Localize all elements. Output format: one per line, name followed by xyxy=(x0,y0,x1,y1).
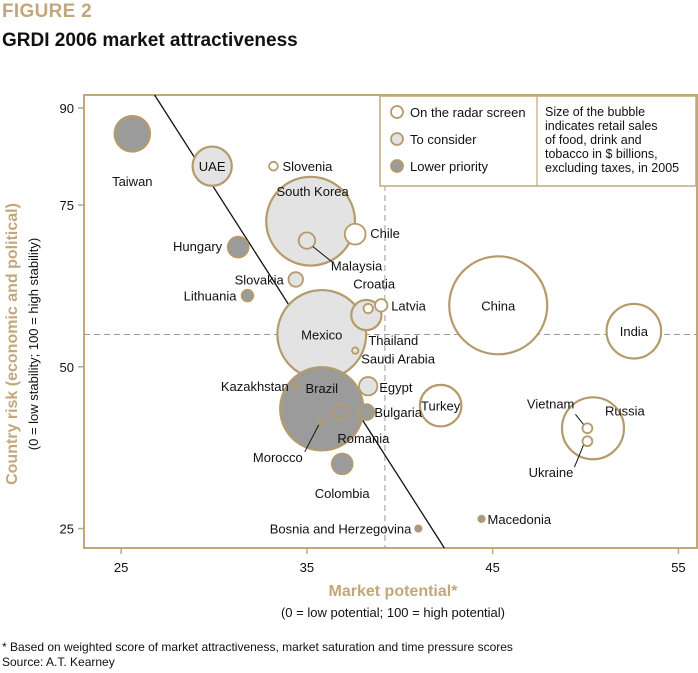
bubble-labels: Taiwan UAE Slovenia South Korea Chile Hungary… xyxy=(112,159,649,536)
bubble-colombia xyxy=(330,452,354,476)
bubble-hungary xyxy=(226,235,250,259)
x-tick-label-25: 25 xyxy=(114,560,128,575)
plot-frame xyxy=(83,94,698,549)
leader-malaysia xyxy=(312,246,334,263)
label-mexico: Mexico xyxy=(301,327,342,342)
legend-label-consider: To consider xyxy=(410,132,477,147)
legend-swatch-consider xyxy=(390,132,404,146)
label-vietnam: Vietnam xyxy=(527,396,574,411)
y-tick-label-50: 50 xyxy=(60,360,74,375)
y-tick-label-75: 75 xyxy=(60,198,74,213)
bubble-macedonia xyxy=(477,514,486,523)
x-tick-label-45: 45 xyxy=(485,560,499,575)
leader-vietnam xyxy=(575,413,584,425)
label-uae: UAE xyxy=(199,159,226,174)
label-slovakia: Slovakia xyxy=(235,272,285,287)
label-brazil: Brazil xyxy=(306,381,339,396)
label-latvia: Latvia xyxy=(391,298,426,313)
bubble-saudi-arabia xyxy=(351,346,360,355)
bubble-china xyxy=(448,255,549,356)
label-slovenia: Slovenia xyxy=(282,159,333,174)
label-hungary: Hungary xyxy=(173,239,223,254)
bubble-chart: 25 35 45 55 25 50 75 90 Taiwan UAE Slovenia South … xyxy=(4,94,698,620)
label-croatia: Croatia xyxy=(353,277,396,292)
bubble-slovakia xyxy=(287,271,304,288)
label-malaysia: Malaysia xyxy=(331,259,383,274)
label-china: China xyxy=(481,298,516,313)
label-thailand: Thailand xyxy=(368,333,418,348)
bubble-ukraine xyxy=(581,435,594,448)
label-taiwan: Taiwan xyxy=(112,174,152,189)
legend-label-lower: Lower priority xyxy=(410,159,489,174)
leader-morocco xyxy=(304,424,320,453)
bubble-thailand xyxy=(350,298,383,332)
x-tick-label-55: 55 xyxy=(671,560,685,575)
legend-size-note-line-2: indicates retail sales xyxy=(545,119,658,133)
bubble-turkey xyxy=(418,383,463,428)
leader-ukraine xyxy=(573,445,584,468)
legend-swatch-radar xyxy=(390,105,404,119)
bubbles xyxy=(113,115,663,533)
x-tick-label-35: 35 xyxy=(300,560,314,575)
bubble-uae xyxy=(191,145,233,187)
label-morocco: Morocco xyxy=(253,450,303,465)
bubble-chile xyxy=(343,222,367,246)
bubble-bulgaria xyxy=(357,403,376,421)
y-axis-note: (0 = low stability; 100 = high stability… xyxy=(26,238,41,450)
legend-size-note-line-1: Size of the bubble xyxy=(545,105,645,119)
bubble-croatia xyxy=(362,303,374,315)
label-chile: Chile xyxy=(370,226,400,241)
axes: 25 35 45 55 25 50 75 90 xyxy=(60,94,698,575)
y-tick-label-90: 90 xyxy=(60,101,74,116)
bubble-slovenia xyxy=(268,160,279,172)
label-lithuania: Lithuania xyxy=(184,289,238,304)
legend-swatch-lower xyxy=(390,159,404,173)
chart-title: GRDI 2006 market attractiveness xyxy=(2,30,298,51)
bubble-india xyxy=(605,302,663,360)
bubble-kazakhstan xyxy=(291,382,300,391)
x-axis-note: (0 = low potential; 100 = high potential… xyxy=(281,605,505,620)
label-colombia: Colombia xyxy=(315,486,371,501)
bubble-latvia xyxy=(374,298,389,313)
label-south-korea: South Korea xyxy=(276,184,349,199)
y-axis-label: Country risk (economic and political) xyxy=(4,203,21,485)
bubble-bosnia-and-herzegovina xyxy=(414,524,423,533)
label-romania: Romania xyxy=(337,431,390,446)
label-turkey: Turkey xyxy=(421,399,461,414)
legend: On the radar screen To consider Lower prio… xyxy=(379,95,697,187)
bubble-malaysia xyxy=(297,231,317,250)
label-saudi-arabia: Saudi Arabia xyxy=(361,352,435,367)
bubble-egypt xyxy=(358,376,379,397)
label-india: India xyxy=(620,324,649,339)
legend-size-note-line-4: tobacco in $ billions, xyxy=(545,147,658,161)
label-egypt: Egypt xyxy=(379,380,413,395)
legend-label-radar: On the radar screen xyxy=(410,105,526,120)
label-kazakhstan: Kazakhstan xyxy=(221,379,289,394)
bubble-taiwan xyxy=(113,115,152,153)
x-axis-label: Market potential* xyxy=(329,583,459,600)
bubble-morocco xyxy=(317,417,327,427)
bubble-south-korea xyxy=(265,175,357,267)
label-ukraine: Ukraine xyxy=(529,465,574,480)
label-bosnia-and-herzegovina: Bosnia and Herzegovina xyxy=(270,522,412,537)
legend-size-note-line-5: excluding taxes, in 2005 xyxy=(545,161,679,175)
legend-box xyxy=(379,95,697,187)
bubble-lithuania xyxy=(240,288,255,303)
footnote: * Based on weighted score of market attr… xyxy=(2,640,513,654)
source-note: Source: A.T. Kearney xyxy=(2,655,115,669)
bubble-vietnam xyxy=(581,422,594,435)
label-macedonia: Macedonia xyxy=(488,512,552,527)
y-tick-label-25: 25 xyxy=(60,522,74,537)
label-russia: Russia xyxy=(605,403,646,418)
label-bulgaria: Bulgaria xyxy=(374,405,422,420)
bubble-romania xyxy=(331,403,349,421)
legend-size-note-line-3: of food, drink and xyxy=(545,133,642,147)
figure-label: FIGURE 2 xyxy=(2,1,93,22)
